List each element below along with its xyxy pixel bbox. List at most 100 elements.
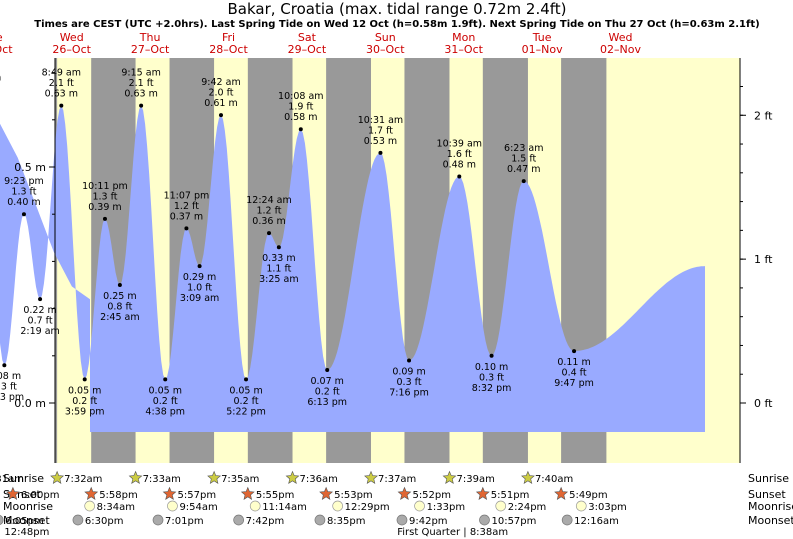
tide-label-text: 0.48 m (443, 159, 476, 170)
moonset-icon (479, 514, 490, 526)
tide-label-text: 1.5 ft (511, 154, 536, 165)
tide-label-text: 6:23 am (504, 143, 543, 154)
low-tide-label: 0.25 m0.8 ft2:45 am (100, 283, 140, 323)
chart-subtitle: Times are CEST (UTC +2.0hrs). Last Sprin… (34, 19, 759, 30)
high-tide-label: 6:23 am1.5 ft0.47 m (504, 143, 543, 184)
tide-label-text: 0.05 m (68, 385, 101, 396)
moonset-time: 10:57pm (491, 516, 536, 527)
high-tide-label: 10:31 am1.7 ft0.53 m (358, 115, 403, 155)
tide-point (407, 358, 412, 363)
low-tide-label: 0.09 m0.3 ft7:16 pm (389, 358, 429, 399)
low-tide-label: 0.22 m0.7 ft2:19 am (20, 297, 60, 337)
moon-phase-label: New Moon | 12:48pm (0, 527, 49, 538)
day-date: 02–Nov (600, 43, 641, 56)
tide-label-text: 0.22 m (23, 305, 56, 316)
tide-label-text: 0.11 m (557, 357, 590, 368)
sunset-time: 5:53pm (334, 490, 373, 501)
tide-label-text: 9:15 am (121, 68, 160, 79)
tide-point (59, 103, 64, 108)
high-tide-label: 10:08 am1.9 ft0.58 m (278, 91, 324, 132)
tide-label-text: 1.3 ft (92, 191, 117, 202)
high-tide-label: 9:15 am2.1 ft0.63 m (121, 68, 161, 108)
day-of-week: Sun (375, 31, 396, 44)
moonset-icon (72, 514, 84, 526)
tide-label-text: 8:32 pm (472, 383, 512, 394)
tide-point (489, 353, 494, 358)
sunset-time: 5:52pm (412, 490, 451, 501)
tide-label-text: 0.25 m (103, 291, 136, 302)
low-tide-label: 0.05 m0.2 ft4:38 pm (145, 377, 185, 417)
tide-point (267, 231, 272, 236)
tide-label-text: 0.29 m (183, 272, 216, 283)
tide-label-text: 0.63 m (124, 89, 157, 100)
moonrise-icon (249, 500, 261, 512)
tide-label-text: 1.0 ft (187, 283, 212, 294)
tide-label-text: 1.1 ft (266, 264, 291, 275)
tide-point (2, 363, 7, 368)
moonset-icon (314, 514, 326, 526)
tide-label-text: 10:31 am (358, 115, 403, 126)
sunrise-star-icon (364, 470, 378, 484)
high-tide-label: 12:24 am1.2 ft0.36 m (246, 195, 292, 236)
tide-label-text: 3:23 pm (0, 392, 24, 403)
left-tick-label: 0.0 m (14, 397, 46, 410)
sunset-row-label-right: Sunset (748, 488, 786, 501)
sunrise-star-icon (128, 470, 143, 484)
sunset-time: 5:57pm (178, 490, 217, 501)
sunset-star-icon (84, 486, 99, 500)
tide-label-text: 0.08 m (0, 371, 21, 382)
tide-label-text: 3:59 pm (65, 406, 105, 417)
tide-label-text: 0.61 m (204, 98, 237, 109)
tide-label-text: 5:22 pm (226, 406, 266, 417)
axes: 0.5 m 0.0 m 2 ft 1 ft 0 ft (14, 58, 773, 463)
tide-label-text: 1.2 ft (174, 201, 199, 212)
moonrise-icon (332, 500, 344, 512)
tide-point (572, 349, 577, 354)
day-date: 29–Oct (288, 43, 327, 56)
tide-label-text: 3:25 am (259, 274, 298, 285)
sunset-star-icon (319, 486, 334, 500)
tide-label-text: 8:24 am (0, 72, 1, 83)
sunset-time: 5:55pm (256, 490, 295, 501)
day-of-week: Fri (222, 31, 235, 44)
tide-label-text: 0.8 ft (107, 302, 132, 313)
tide-label-text: 2:45 am (100, 312, 139, 323)
tide-point (117, 283, 122, 287)
sunrise-time: 7:37am (378, 474, 416, 485)
tide-label-text: 0.47 m (507, 164, 540, 175)
tide-label-text: 11:07 pm (164, 190, 210, 201)
tide-curve (0, 105, 705, 432)
sunset-time: 5:49pm (569, 490, 608, 501)
sunrise-time: 7:40am (535, 474, 573, 485)
high-tide-label: 10:39 am1.6 ft0.48 m (437, 138, 482, 179)
tide-label-text: 0.3 ft (397, 377, 422, 388)
moonrise-time: 8:34am (97, 502, 135, 513)
tide-label-text: 2.1 ft (129, 78, 154, 89)
high-tide-label: 8:49 am2.1 ft0.63 m (42, 68, 81, 108)
tide-label-text: 10:11 pm (82, 181, 128, 192)
tide-label-text: 1.3 ft (11, 187, 36, 198)
day-date: 01–Nov (522, 43, 563, 56)
sunrise-row-label-right: Sunrise (748, 472, 789, 485)
tide-label-text: 7:16 pm (389, 388, 429, 399)
tide-point (102, 216, 107, 221)
tide-label-text: 9:47 pm (554, 378, 594, 389)
tide-label-text: 0.05 m (149, 385, 182, 396)
tide-area (0, 105, 705, 432)
day-date: 27–Oct (131, 43, 170, 56)
tide-label-text: 0.39 m (88, 202, 121, 213)
tide-label-text: 1.6 ft (447, 149, 472, 160)
day-of-week: Tue (532, 31, 552, 44)
moon-phase-label: First Quarter | 8:38am (397, 527, 508, 538)
moonset-time: 9:42pm (409, 516, 448, 527)
tide-point (276, 245, 281, 250)
moonrise-time: 3:03pm (588, 502, 627, 513)
tide-point (163, 377, 168, 382)
day-labels: Tue25–OctWed26–OctThu27–OctFri28–OctSat2… (0, 31, 641, 56)
